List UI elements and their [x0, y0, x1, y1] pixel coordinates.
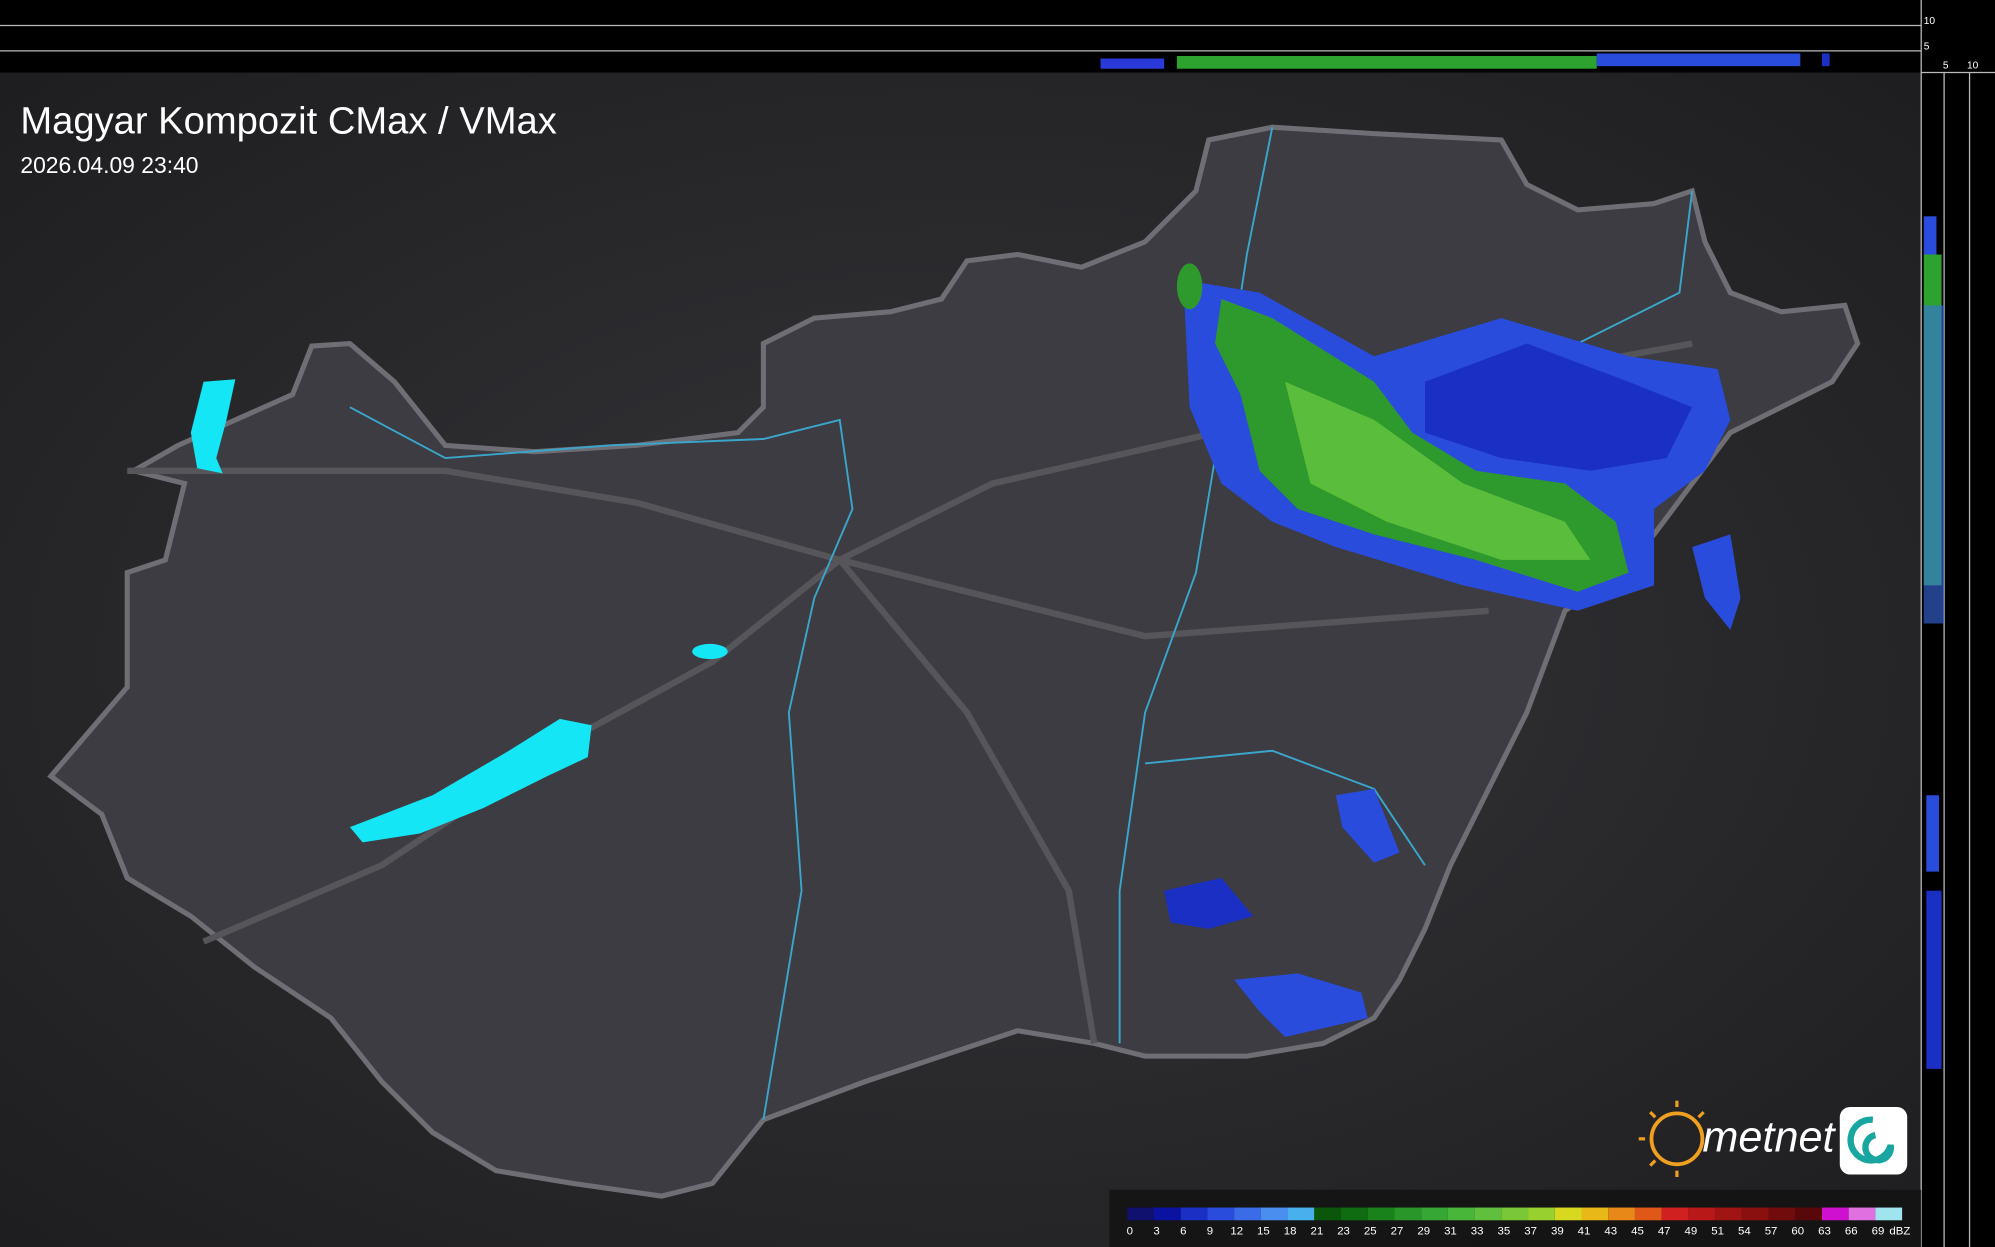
profile-echo: [1926, 795, 1940, 872]
profile-label: 5: [1924, 42, 1930, 53]
legend-label: 31: [1444, 1225, 1457, 1237]
legend-label: 49: [1685, 1225, 1698, 1237]
legend-label: 35: [1498, 1225, 1511, 1237]
legend-swatch: [1447, 1207, 1475, 1221]
lake: [692, 643, 728, 660]
profile-echo: [1821, 53, 1830, 67]
legend-label: 27: [1391, 1225, 1404, 1237]
logo-text: metnet: [1702, 1114, 1836, 1162]
legend-label: 9: [1207, 1225, 1213, 1237]
legend-swatch: [1608, 1207, 1635, 1221]
radar-echo: [1692, 534, 1741, 630]
legend-label: 25: [1364, 1225, 1377, 1237]
profile-label: 5: [1943, 61, 1949, 72]
legend-label: 57: [1765, 1225, 1778, 1237]
legend-swatch: [1554, 1207, 1582, 1221]
legend-swatch: [1795, 1207, 1822, 1221]
legend-label: 0: [1127, 1225, 1133, 1237]
profile-echo: [1923, 216, 1937, 255]
map-timestamp: 2026.04.09 23:40: [20, 152, 198, 178]
radar-echo: [1176, 263, 1203, 310]
radar-echo: [1164, 877, 1254, 929]
legend-swatch: [1634, 1207, 1662, 1221]
profile-echo: [1923, 305, 1945, 624]
legend-swatch: [1207, 1207, 1235, 1221]
logo: metnet: [1638, 1100, 1908, 1178]
legend-label: 43: [1604, 1225, 1617, 1237]
legend-swatch: [1394, 1207, 1422, 1221]
legend-label: 12: [1230, 1225, 1243, 1237]
legend-label: 41: [1578, 1225, 1591, 1237]
legend-swatch: [1287, 1207, 1315, 1221]
legend-swatch: [1875, 1207, 1903, 1221]
legend-swatch: [1661, 1207, 1689, 1221]
legend-label: 29: [1417, 1225, 1430, 1237]
legend-swatch: [1341, 1207, 1368, 1221]
profile-echo: [1100, 58, 1165, 69]
legend-label: 47: [1658, 1225, 1671, 1237]
legend-swatch: [1768, 1207, 1796, 1221]
rivers: [349, 127, 1694, 1120]
legend-swatch: [1715, 1207, 1742, 1221]
legend-swatch: [1528, 1207, 1555, 1221]
legend-swatch: [1260, 1207, 1288, 1221]
legend-swatch: [1127, 1207, 1154, 1221]
radar-echo: [1335, 788, 1400, 863]
legend-label: 51: [1711, 1225, 1724, 1237]
radar-echo: [1234, 973, 1368, 1038]
legend-swatch: [1501, 1207, 1529, 1221]
profile-echo: [1926, 890, 1942, 1069]
legend-swatch: [1474, 1207, 1502, 1221]
legend-label: 45: [1631, 1225, 1644, 1237]
lake: [190, 379, 236, 474]
legend-label: 66: [1845, 1225, 1858, 1237]
legend-swatch: [1688, 1207, 1716, 1221]
color-legend: 0 3 6 9 12 15 18 21 23 25 27 29 31 33 35 37 39 41 43 45 47 49…: [1127, 1207, 1910, 1237]
legend-swatch: [1234, 1207, 1261, 1221]
map-title: Magyar Kompozit CMax / VMax: [20, 100, 556, 143]
legend-label: 37: [1524, 1225, 1537, 1237]
legend-label: 33: [1471, 1225, 1484, 1237]
legend-label: 6: [1180, 1225, 1186, 1237]
legend-swatch: [1848, 1207, 1876, 1221]
lake: [349, 718, 592, 843]
profile-echo: [1176, 55, 1597, 69]
legend-swatch: [1741, 1207, 1769, 1221]
legend-swatch: [1581, 1207, 1609, 1221]
legend-label: 54: [1738, 1225, 1751, 1237]
legend-label: 18: [1284, 1225, 1297, 1237]
legend-label: 60: [1791, 1225, 1804, 1237]
legend-swatch: [1421, 1207, 1448, 1221]
legend-label: 3: [1153, 1225, 1159, 1237]
legend-label: 69: [1872, 1225, 1885, 1237]
legend-label: 21: [1310, 1225, 1323, 1237]
legend-swatch: [1314, 1207, 1342, 1221]
legend-label: 23: [1337, 1225, 1350, 1237]
legend-label: 63: [1818, 1225, 1831, 1237]
radar-echo: [1425, 343, 1693, 471]
legend-label: 15: [1257, 1225, 1270, 1237]
legend-swatch: [1367, 1207, 1395, 1221]
profile-label: 10: [1924, 16, 1936, 27]
legend-label: 39: [1551, 1225, 1564, 1237]
legend-swatch: [1180, 1207, 1208, 1221]
radar-echo: [1285, 381, 1591, 560]
profile-label: 10: [1967, 61, 1979, 72]
legend-swatch: [1153, 1207, 1181, 1221]
profile-echo: [1596, 53, 1801, 67]
legend-unit: dBZ: [1889, 1225, 1910, 1237]
legend-swatch: [1821, 1207, 1849, 1221]
